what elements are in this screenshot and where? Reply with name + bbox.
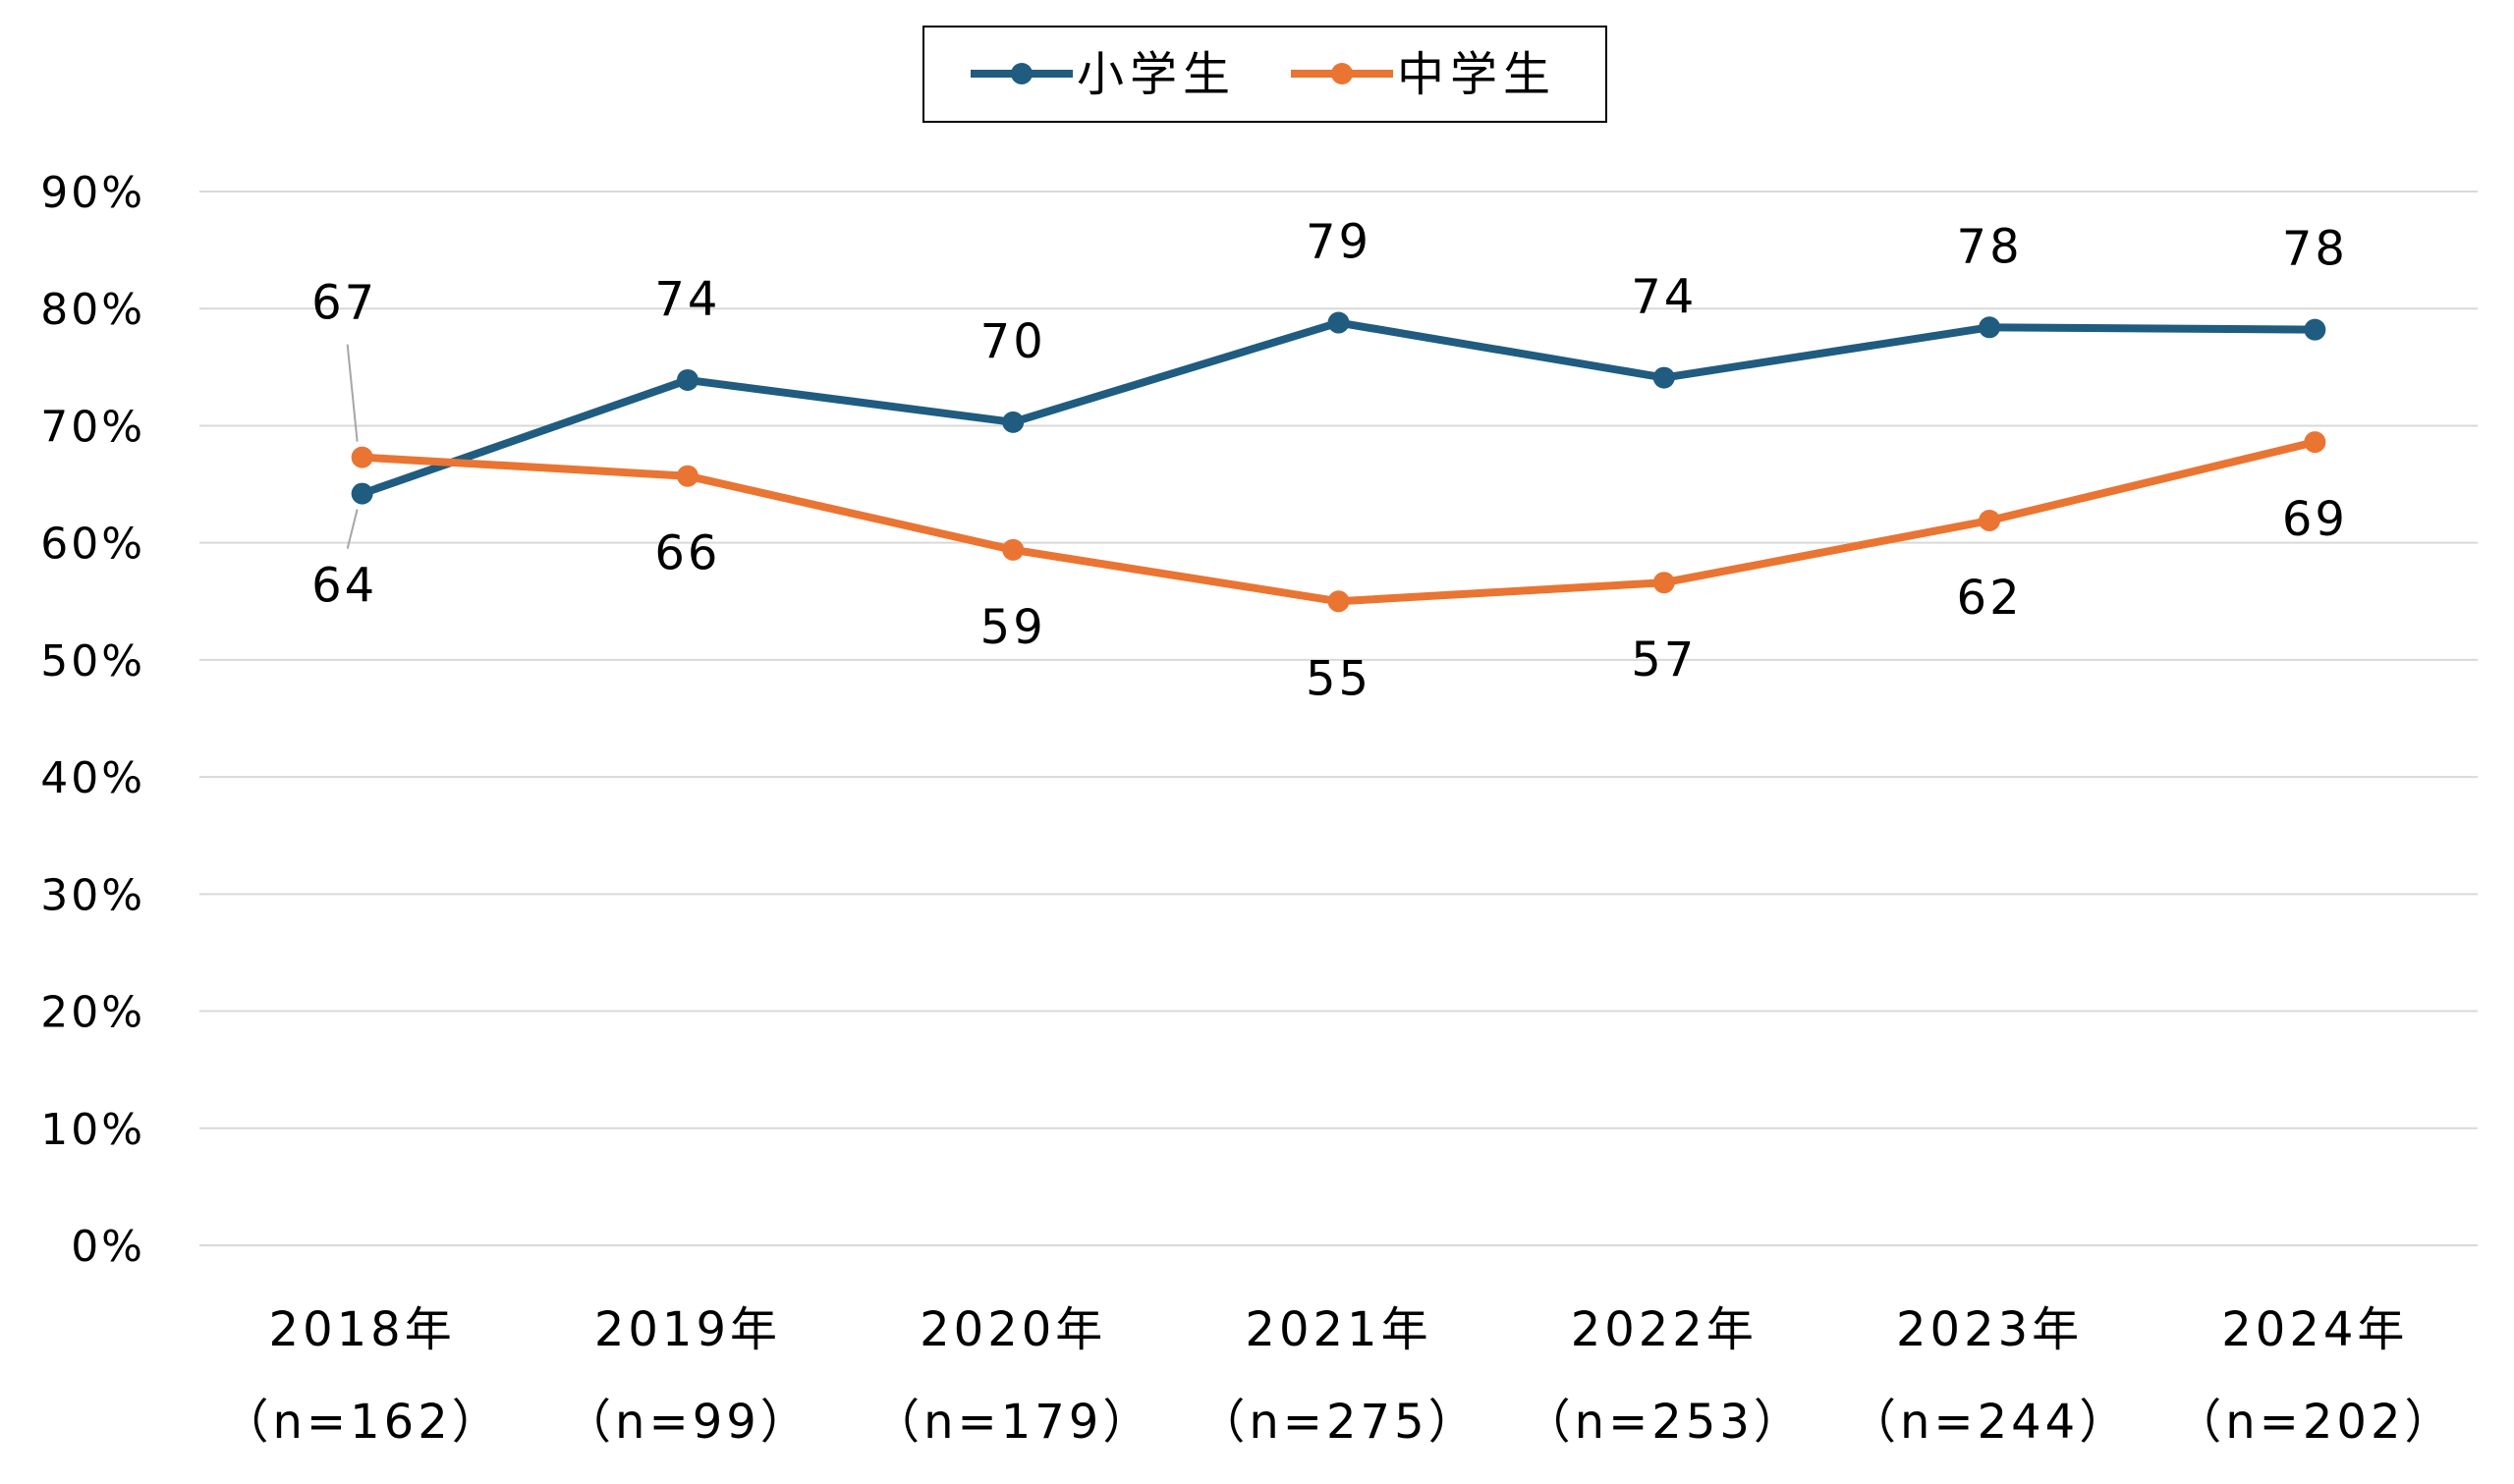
data-point (1979, 316, 2001, 339)
x-tick-label: 2023年 (1896, 1302, 2083, 1357)
gridlines (199, 191, 2478, 1246)
data-point (1002, 411, 1025, 433)
y-tick-label: 90% (40, 168, 145, 218)
x-tick-label: 2024年 (2221, 1302, 2408, 1357)
data-point (351, 482, 373, 505)
x-tick-label: 2022年 (1571, 1302, 1758, 1357)
y-tick-label: 20% (40, 988, 145, 1038)
data-point (676, 368, 698, 391)
data-point (1002, 538, 1025, 561)
data-point (676, 465, 698, 487)
data-label-leader-lines (346, 344, 359, 549)
data-label: 74 (654, 272, 720, 327)
data-label: 69 (2282, 492, 2348, 547)
x-tick-label: 2021年 (1245, 1302, 1431, 1357)
legend: 小学生 中学生 (922, 26, 1607, 123)
x-tick-label: （n=244） (1849, 1395, 2130, 1450)
series-lines (351, 311, 2326, 613)
data-label: 70 (980, 314, 1046, 369)
data-label: 59 (980, 600, 1046, 655)
data-point (2304, 318, 2326, 341)
series-line-0 (361, 318, 2316, 498)
x-tick-label: （n=99） (564, 1395, 811, 1450)
x-tick-label: （n=202） (2174, 1395, 2455, 1450)
data-label: 67 (311, 276, 377, 331)
data-point (351, 446, 373, 468)
data-labels: 64 74 70 79 74 78 78 67 66 59 55 57 62 69 (311, 215, 2348, 707)
data-label: 78 (1957, 219, 2023, 274)
y-tick-label: 70% (40, 402, 145, 452)
y-tick-label: 10% (40, 1105, 145, 1155)
y-tick-label: 40% (40, 753, 145, 803)
data-point (1327, 311, 1350, 334)
data-point (1652, 572, 1675, 594)
legend-label-0: 小学生 (1077, 47, 1236, 102)
data-label: 62 (1957, 571, 2023, 626)
legend-label-1: 中学生 (1397, 47, 1556, 102)
legend-marker-dot-0 (1011, 63, 1033, 84)
x-tick-label: （n=162） (222, 1395, 503, 1450)
y-axis-tick-labels: 0% 10% 20% 30% 40% 50% 60% 70% 80% 90% (40, 168, 145, 1272)
x-axis-tick-labels: 2018年 （n=162） 2019年 （n=99） 2020年 （n=179） 2021年… (222, 1302, 2455, 1450)
legend-marker-dot-1 (1331, 63, 1353, 84)
y-tick-label: 60% (40, 520, 145, 570)
data-point (2304, 431, 2326, 454)
data-point (1327, 590, 1350, 613)
x-tick-label: （n=179） (872, 1395, 1153, 1450)
y-tick-label: 30% (40, 870, 145, 920)
leader-line (346, 509, 359, 549)
data-label: 74 (1631, 270, 1697, 325)
y-tick-label: 80% (40, 285, 145, 335)
y-tick-label: 0% (71, 1222, 145, 1272)
leader-line (346, 344, 359, 442)
data-label: 57 (1631, 632, 1697, 687)
x-tick-label: 2020年 (920, 1302, 1106, 1357)
x-tick-label: 2019年 (594, 1302, 781, 1357)
x-tick-label: （n=275） (1198, 1395, 1479, 1450)
data-label: 55 (1306, 651, 1371, 706)
data-label: 78 (2282, 222, 2348, 277)
data-label: 66 (654, 526, 720, 581)
data-label: 64 (311, 559, 377, 614)
data-point (1979, 510, 2001, 532)
data-label: 79 (1306, 215, 1371, 270)
x-tick-label: （n=253） (1524, 1395, 1805, 1450)
y-tick-label: 50% (40, 636, 145, 687)
x-tick-label: 2018年 (269, 1302, 456, 1357)
data-point (1652, 366, 1675, 389)
